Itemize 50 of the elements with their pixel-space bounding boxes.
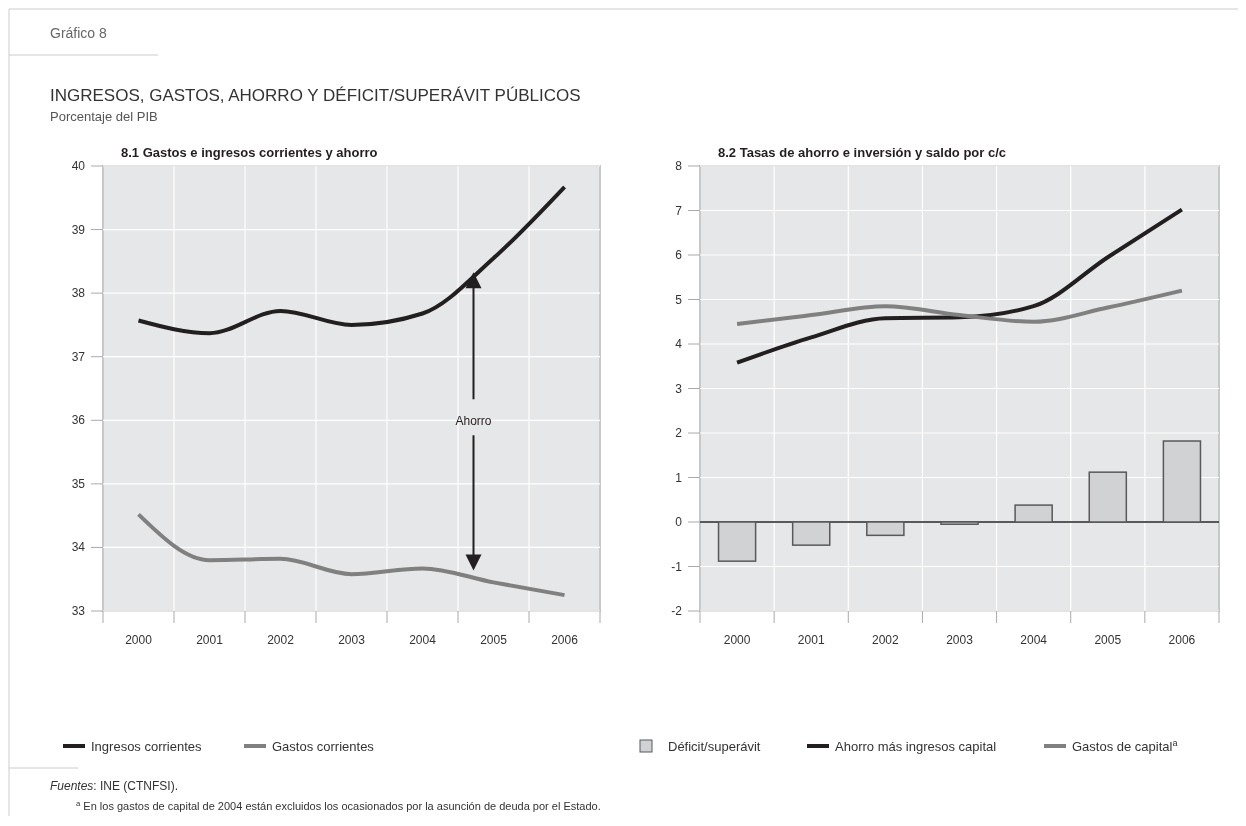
chart-title: 8.1 Gastos e ingresos corrientes y ahorro	[121, 145, 378, 160]
legend-label: Ingresos corrientes	[91, 739, 203, 754]
legend-label: Déficit/superávit	[668, 739, 761, 754]
line-series	[735, 207, 1184, 365]
legend-label: Ahorro más ingresos capital	[835, 739, 997, 754]
chart-title: 8.2 Tasas de ahorro e inversión y saldo por c/c	[718, 145, 1007, 160]
y-tick-label: 35	[71, 476, 86, 491]
y-tick-label: 0	[675, 515, 683, 529]
x-tick-label: 2002	[267, 633, 295, 647]
y-tick-label: 37	[71, 349, 86, 364]
x-tick-label: 2003	[946, 633, 974, 647]
text: $^{a}$ En los gastos de capital de 2004 están excluidos los ocasionados por la asunción de deuda por el Estado.	[76, 798, 601, 812]
y-tick-label: 36	[71, 413, 86, 428]
y-tick-label: 39	[71, 222, 86, 237]
x-tick-label: 2003	[338, 633, 366, 647]
x-tick-label: 2005	[1094, 633, 1122, 647]
legend-label: Gastos corrientes	[272, 739, 375, 754]
source-note: Fuentes: INE (CTNFSI).	[50, 779, 179, 793]
x-tick-label: 2002	[872, 633, 900, 647]
y-tick-label: 5	[675, 292, 683, 307]
text: Gráfico 8	[50, 25, 108, 41]
annotation: Ahorro	[455, 414, 492, 429]
x-tick-label: 2006	[551, 633, 579, 647]
y-tick-label: 33	[71, 604, 86, 618]
x-tick-label: 2005	[480, 633, 508, 647]
text: Porcentaje del PIB	[50, 109, 158, 124]
y-tick-label: 2	[675, 426, 683, 440]
y-tick-label: 38	[71, 286, 86, 301]
x-tick-label: 2001	[196, 633, 224, 647]
x-tick-label: 2006	[1168, 633, 1196, 647]
y-tick-label: 4	[675, 337, 683, 351]
line-series	[735, 288, 1184, 326]
legend-label: Gastos de capital$^{a}$	[1072, 738, 1179, 754]
x-tick-label: 2000	[125, 633, 153, 647]
y-tick-label: 40	[71, 159, 86, 173]
x-tick-label: 2000	[723, 633, 751, 647]
y-tick-label: -1	[671, 559, 683, 574]
x-tick-label: 2004	[1020, 633, 1048, 647]
y-tick-label: 6	[675, 248, 683, 262]
line-series	[136, 512, 567, 598]
text: INGRESOS, GASTOS, AHORRO Y DÉFICIT/SUPERÁVIT PÚBLICOS	[50, 86, 581, 105]
y-tick-label: 3	[675, 381, 683, 396]
x-tick-label: 2004	[409, 633, 437, 647]
line-series	[136, 184, 567, 336]
y-tick-label: 34	[71, 540, 86, 555]
y-tick-label: 7	[675, 203, 683, 218]
y-tick-label: 8	[675, 159, 683, 173]
y-tick-label: 1	[675, 470, 683, 485]
y-tick-label: -2	[671, 604, 683, 618]
x-tick-label: 2001	[797, 633, 825, 647]
